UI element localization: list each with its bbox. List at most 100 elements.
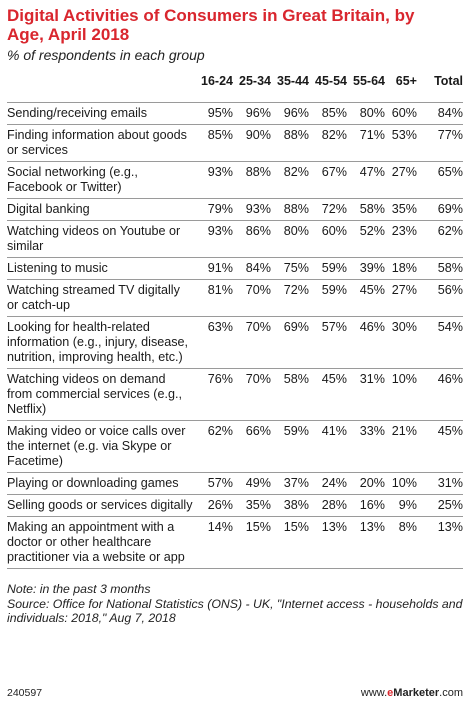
cell-value: 46% <box>347 316 385 369</box>
cell-value: 88% <box>233 161 271 199</box>
column-header: 65+ <box>395 74 417 88</box>
cell-value: 9% <box>385 494 417 517</box>
cell-value: 27% <box>385 279 417 317</box>
cell-value: 10% <box>385 368 417 421</box>
cell-value: 46% <box>417 368 463 421</box>
table-row: Watching videos on Youtube or similar 93%… <box>7 220 463 258</box>
row-label: Sending/receiving emails <box>7 102 197 125</box>
table-body: Sending/receiving emails 95% 96% 96% 85% 80% 6… <box>7 102 463 569</box>
row-label: Watching videos on demand from commercia… <box>7 368 197 421</box>
brand-logo: www.eMarketer.com <box>361 687 463 699</box>
note-text: Note: in the past 3 months <box>7 582 151 596</box>
table-row: Finding information about goods or servi… <box>7 124 463 162</box>
cell-value: 70% <box>233 368 271 421</box>
cell-value: 38% <box>271 494 309 517</box>
row-label: Social networking (e.g., Facebook or Twi… <box>7 161 197 199</box>
cell-value: 15% <box>233 516 271 569</box>
row-label: Playing or downloading games <box>7 472 197 495</box>
cell-value: 57% <box>309 316 347 369</box>
cell-value: 82% <box>271 161 309 199</box>
cell-value: 82% <box>309 124 347 162</box>
cell-value: 20% <box>347 472 385 495</box>
cell-value: 27% <box>385 161 417 199</box>
cell-value: 54% <box>417 316 463 369</box>
cell-value: 25% <box>417 494 463 517</box>
table-row: Social networking (e.g., Facebook or Twi… <box>7 161 463 199</box>
cell-value: 59% <box>309 279 347 317</box>
table-row: Making video or voice calls over the int… <box>7 420 463 473</box>
cell-value: 96% <box>271 102 309 125</box>
cell-value: 90% <box>233 124 271 162</box>
cell-value: 93% <box>197 161 233 199</box>
cell-value: 69% <box>271 316 309 369</box>
cell-value: 59% <box>271 420 309 473</box>
cell-value: 45% <box>347 279 385 317</box>
cell-value: 33% <box>347 420 385 473</box>
cell-value: 47% <box>347 161 385 199</box>
cell-value: 96% <box>233 102 271 125</box>
row-label: Listening to music <box>7 257 197 280</box>
table-row: Sending/receiving emails 95% 96% 96% 85% 80% 6… <box>7 102 463 125</box>
cell-value: 71% <box>347 124 385 162</box>
brand-suffix: .com <box>439 687 463 699</box>
cell-value: 88% <box>271 124 309 162</box>
column-header: 45-54 <box>315 74 347 88</box>
cell-value: 85% <box>309 102 347 125</box>
cell-value: 35% <box>385 198 417 221</box>
cell-value: 93% <box>233 198 271 221</box>
cell-value: 31% <box>347 368 385 421</box>
row-label: Watching streamed TV digitally or catch-… <box>7 279 197 317</box>
cell-value: 81% <box>197 279 233 317</box>
table-row: Digital banking 79% 93% 88% 72% 58% 35% 69% <box>7 198 463 221</box>
cell-value: 93% <box>197 220 233 258</box>
cell-value: 10% <box>385 472 417 495</box>
cell-value: 62% <box>417 220 463 258</box>
cell-value: 67% <box>309 161 347 199</box>
cell-value: 57% <box>197 472 233 495</box>
cell-value: 35% <box>233 494 271 517</box>
cell-value: 72% <box>309 198 347 221</box>
cell-value: 49% <box>233 472 271 495</box>
cell-value: 24% <box>309 472 347 495</box>
chart-title: Digital Activities of Consumers in Great… <box>7 6 415 44</box>
cell-value: 75% <box>271 257 309 280</box>
source-text: Source: Office for National Statistics (… <box>7 596 463 626</box>
cell-value: 79% <box>197 198 233 221</box>
cell-value: 45% <box>309 368 347 421</box>
cell-value: 69% <box>417 198 463 221</box>
cell-value: 41% <box>309 420 347 473</box>
row-label: Watching videos on Youtube or similar <box>7 220 197 258</box>
cell-value: 95% <box>197 102 233 125</box>
table-row: Making an appointment with a doctor or o… <box>7 516 463 569</box>
cell-value: 65% <box>417 161 463 199</box>
header-corner <box>7 74 197 103</box>
cell-value: 80% <box>271 220 309 258</box>
row-label: Making an appointment with a doctor or o… <box>7 516 197 569</box>
cell-value: 45% <box>417 420 463 473</box>
cell-value: 70% <box>233 279 271 317</box>
cell-value: 16% <box>347 494 385 517</box>
cell-value: 26% <box>197 494 233 517</box>
cell-value: 72% <box>271 279 309 317</box>
cell-value: 63% <box>197 316 233 369</box>
cell-value: 31% <box>417 472 463 495</box>
brand-e: e <box>387 687 394 699</box>
cell-value: 80% <box>347 102 385 125</box>
cell-value: 39% <box>347 257 385 280</box>
cell-value: 58% <box>271 368 309 421</box>
cell-value: 77% <box>417 124 463 162</box>
cell-value: 85% <box>197 124 233 162</box>
cell-value: 13% <box>309 516 347 569</box>
column-header: 16-24 <box>201 74 233 88</box>
cell-value: 37% <box>271 472 309 495</box>
row-label: Making video or voice calls over the int… <box>7 420 197 473</box>
cell-value: 70% <box>233 316 271 369</box>
header-row: 16-24 25-34 35-44 45-54 55-64 65+ Total <box>7 74 463 103</box>
row-label: Digital banking <box>7 198 197 221</box>
cell-value: 14% <box>197 516 233 569</box>
chart-subtitle: % of respondents in each group <box>7 47 205 63</box>
cell-value: 18% <box>385 257 417 280</box>
cell-value: 53% <box>385 124 417 162</box>
table-row: Selling goods or services digitally 26% 35… <box>7 494 463 517</box>
